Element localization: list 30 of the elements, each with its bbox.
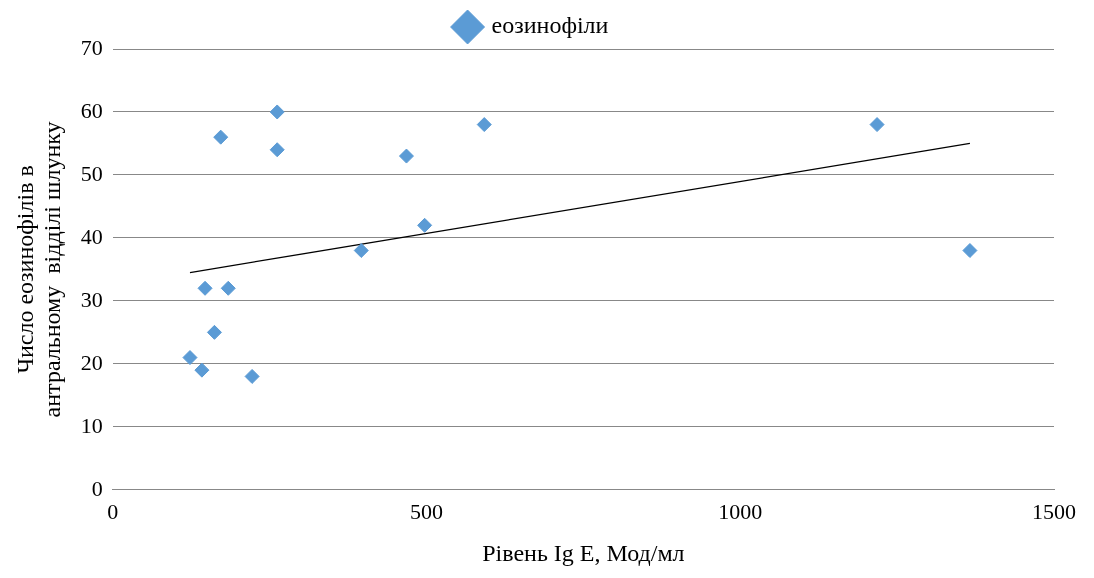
x-tick-label: 1500 [1032,498,1076,524]
x-tick-label: 500 [410,498,444,524]
y-tick-label: 70 [80,34,103,60]
point [197,280,213,296]
y-tick-label: 20 [80,349,103,375]
legend-label: еозинофіли [491,12,609,39]
y-tick-label: 0 [91,475,103,501]
point [206,324,222,340]
point [269,142,285,158]
y-tick-label: 10 [80,412,103,438]
x-tick-label: 0 [107,498,119,524]
point [476,117,492,133]
y-tick-label: 30 [80,286,103,312]
point [869,117,885,133]
point [269,104,285,120]
point [220,280,236,296]
x-axis-title: Рівень Ig E, Мод/мл [482,539,685,566]
point [417,217,433,233]
y-tick-label: 50 [80,160,103,186]
y-tick-label: 60 [80,97,103,123]
y-axis-title: Число еозинофілів в антральному відділі шлунку [12,121,65,418]
point [244,368,260,384]
x-tick-label: 1000 [718,498,763,524]
point [353,243,369,259]
point [962,243,978,259]
point [398,148,414,164]
point [182,350,198,366]
y-tick-label: 40 [80,223,103,249]
point [213,129,229,145]
point [194,362,210,378]
